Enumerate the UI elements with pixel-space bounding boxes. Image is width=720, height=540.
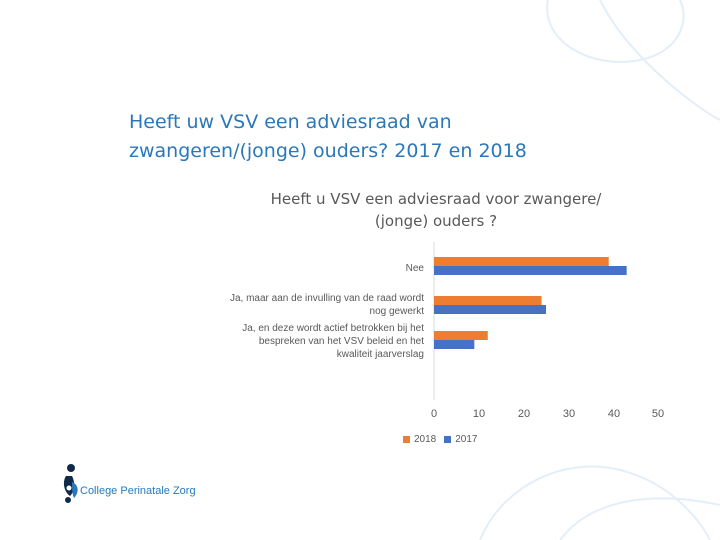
category-label-nee: Nee xyxy=(198,262,424,275)
legend-label-2017: 2017 xyxy=(455,434,478,445)
legend-label-2018: 2018 xyxy=(414,434,437,445)
bar-2017-0 xyxy=(434,266,627,275)
chart-panel: Heeft u VSV een adviesraad voor zwangere… xyxy=(196,172,680,462)
category-label-line: Ja, maar aan de invulling van de raad wo… xyxy=(229,293,424,304)
category-label-line: kwaliteit jaarverslag xyxy=(336,349,424,360)
decorative-curve xyxy=(559,497,720,540)
decorative-curve xyxy=(479,465,711,540)
bar-2018-2 xyxy=(434,331,488,340)
category-label-ja-actief-betrokken: Ja, en deze wordt actief betrokken bij h… xyxy=(198,322,424,361)
logo-text: College Perinatale Zorg xyxy=(80,485,196,497)
decorative-curve xyxy=(599,0,720,121)
bar-2017-1 xyxy=(434,305,546,314)
x-tick-label: 30 xyxy=(562,408,576,420)
x-tick-label: 0 xyxy=(430,408,438,420)
bar-2018-0 xyxy=(434,257,609,266)
legend-item-2017: 2017 xyxy=(444,434,478,445)
legend-item-2018: 2018 xyxy=(403,434,436,445)
chart-legend: 2018 2017 xyxy=(403,434,478,445)
x-tick-label: 40 xyxy=(607,408,621,420)
bar-2018-1 xyxy=(434,296,542,305)
category-label-ja-nog-gewerkt: Ja, maar aan de invulling van de raad wo… xyxy=(198,292,424,318)
category-label-line: Nee xyxy=(405,263,424,274)
chart-title-line-2: (jonge) ouders ? xyxy=(374,212,498,230)
decorative-curve xyxy=(546,0,685,63)
chart-title: Heeft u VSV een adviesraad voor zwangere… xyxy=(256,188,616,232)
slide-title-line-2: zwangeren/(jonge) ouders? 2017 en 2018 xyxy=(129,140,527,162)
college-perinatale-zorg-logo: College Perinatale Zorg xyxy=(58,462,218,506)
bar-2017-2 xyxy=(434,340,475,349)
slide-title-line-1: Heeft uw VSV een adviesraad van xyxy=(129,111,452,133)
x-tick-label: 10 xyxy=(472,408,486,420)
x-tick-label: 50 xyxy=(651,408,665,420)
category-label-line: bespreken van het VSV beleid en het xyxy=(258,336,424,347)
category-label-line: nog gewerkt xyxy=(369,306,424,317)
legend-swatch-2018 xyxy=(403,436,410,443)
x-tick-label: 20 xyxy=(517,408,531,420)
legend-swatch-2017 xyxy=(444,436,452,443)
chart-title-line-1: Heeft u VSV een adviesraad voor zwangere… xyxy=(270,190,602,208)
bar-chart xyxy=(433,242,627,400)
slide-title: Heeft uw VSV een adviesraad van zwangere… xyxy=(129,108,589,166)
category-label-line: Ja, en deze wordt actief betrokken bij h… xyxy=(242,323,424,334)
logo-figure-icon xyxy=(63,464,78,503)
